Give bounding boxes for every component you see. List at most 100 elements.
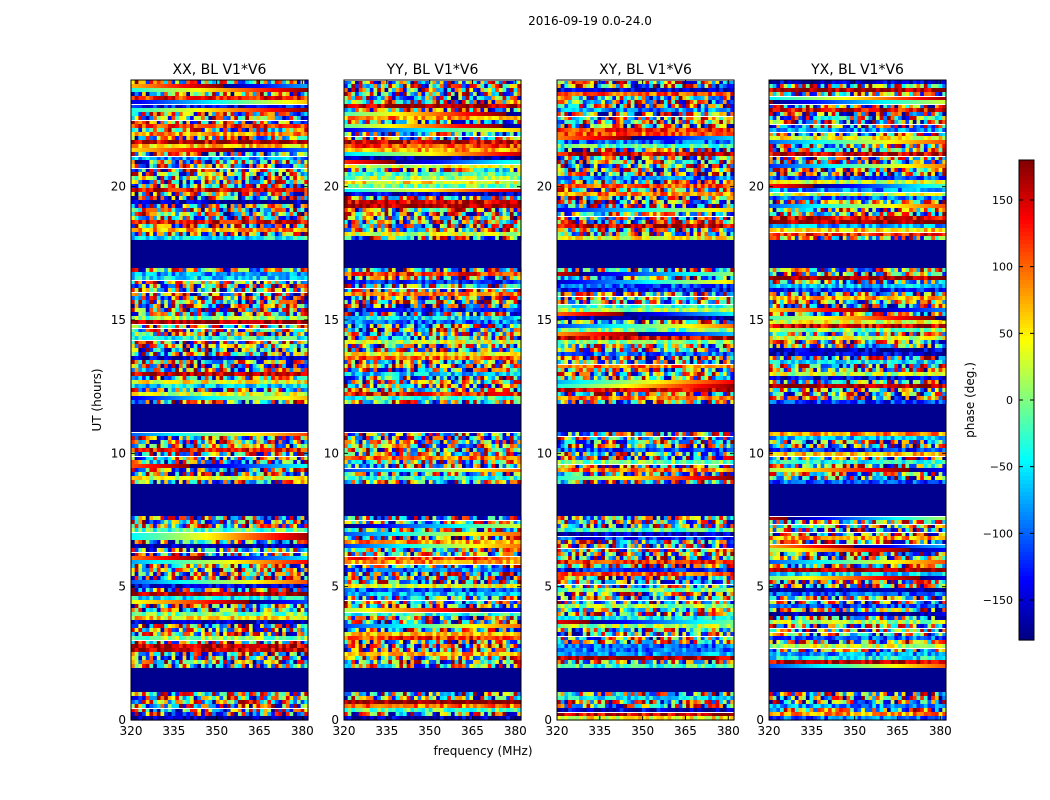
heatmap-cell (168, 312, 172, 317)
heatmap-cell (216, 348, 220, 353)
heatmap-cell (271, 444, 275, 449)
heatmap-cell (264, 516, 268, 521)
heatmap-cell (142, 124, 146, 129)
heatmap-cell (290, 556, 294, 561)
heatmap-cell (157, 96, 161, 101)
heatmap-cell (256, 344, 260, 349)
heatmap-cell (286, 116, 290, 121)
heatmap-cell (260, 352, 264, 357)
heatmap-cell (164, 464, 168, 469)
heatmap-cell (146, 368, 150, 373)
heatmap-cell (183, 108, 187, 113)
heatmap-cell (279, 112, 283, 117)
heatmap-cell (275, 92, 279, 97)
heatmap-cell (293, 480, 297, 485)
heatmap-cell (212, 272, 216, 277)
heatmap-cell (212, 440, 216, 445)
heatmap-cell (149, 472, 153, 477)
heatmap-cell (131, 232, 135, 237)
heatmap-cell (201, 164, 205, 169)
heatmap-cell (175, 164, 179, 169)
heatmap-cell (205, 212, 209, 217)
heatmap-masked-row (131, 488, 308, 493)
heatmap-cell (142, 576, 146, 581)
heatmap-cell (271, 236, 275, 241)
heatmap-cell (286, 140, 290, 145)
heatmap-cell (227, 296, 231, 301)
heatmap-cell (238, 524, 242, 529)
heatmap-cell (279, 536, 283, 541)
heatmap-cell (256, 220, 260, 225)
heatmap-cell (271, 112, 275, 117)
heatmap-cell (238, 200, 242, 205)
heatmap-cell (216, 312, 220, 317)
heatmap-cell (223, 196, 227, 201)
heatmap-cell (183, 192, 187, 197)
heatmap-cell (223, 332, 227, 337)
heatmap-cell (194, 368, 198, 373)
heatmap-cell (131, 464, 135, 469)
heatmap-cell (131, 572, 135, 577)
heatmap-cell (271, 480, 275, 485)
heatmap-cell (290, 332, 294, 337)
heatmap-cell (238, 160, 242, 165)
heatmap-cell (286, 96, 290, 101)
heatmap-cell (197, 180, 201, 185)
heatmap-cell (301, 136, 305, 141)
heatmap-cell (175, 228, 179, 233)
heatmap-cell (179, 516, 183, 521)
heatmap-cell (242, 152, 246, 157)
heatmap-cell (264, 360, 268, 365)
heatmap-cell (216, 452, 220, 457)
heatmap-cell (197, 296, 201, 301)
heatmap-cell (201, 220, 205, 225)
heatmap-cell (194, 116, 198, 121)
heatmap-cell (245, 296, 249, 301)
heatmap-cell (172, 88, 176, 93)
heatmap-cell (275, 368, 279, 373)
heatmap-cell (197, 184, 201, 189)
heatmap-cell (208, 84, 212, 89)
heatmap-cell (208, 268, 212, 273)
heatmap-cell (256, 84, 260, 89)
heatmap-cell (138, 88, 142, 93)
heatmap-cell (220, 384, 224, 389)
heatmap-cell (256, 348, 260, 353)
heatmap-cell (131, 152, 135, 157)
heatmap-cell (220, 400, 224, 405)
heatmap-cell (142, 480, 146, 485)
heatmap-cell (282, 352, 286, 357)
heatmap-cell (293, 80, 297, 85)
heatmap-cell (242, 464, 246, 469)
heatmap-cell (208, 372, 212, 377)
heatmap-cell (190, 228, 194, 233)
heatmap-cell (260, 452, 264, 457)
heatmap-cell (297, 436, 301, 441)
heatmap-cell (256, 364, 260, 369)
heatmap-cell (157, 216, 161, 221)
heatmap-cell (212, 140, 216, 145)
heatmap-cell (260, 212, 264, 217)
heatmap-cell (231, 464, 235, 469)
heatmap-cell (260, 284, 264, 289)
heatmap-cell (179, 436, 183, 441)
heatmap-cell (175, 296, 179, 301)
heatmap-cell (205, 276, 209, 281)
heatmap-cell (138, 544, 142, 549)
heatmap-cell (168, 536, 172, 541)
heatmap-cell (135, 332, 139, 337)
heatmap-cell (194, 108, 198, 113)
heatmap-cell (293, 520, 297, 525)
heatmap-cell (275, 568, 279, 573)
heatmap-cell (297, 364, 301, 369)
heatmap-cell (153, 84, 157, 89)
heatmap-cell (286, 320, 290, 325)
heatmap-cell (175, 88, 179, 93)
heatmap-cell (234, 236, 238, 241)
heatmap-cell (142, 136, 146, 141)
heatmap-cell (293, 572, 297, 577)
heatmap-cell (249, 80, 253, 85)
heatmap-cell (194, 544, 198, 549)
heatmap-cell (223, 160, 227, 165)
heatmap-cell (249, 368, 253, 373)
